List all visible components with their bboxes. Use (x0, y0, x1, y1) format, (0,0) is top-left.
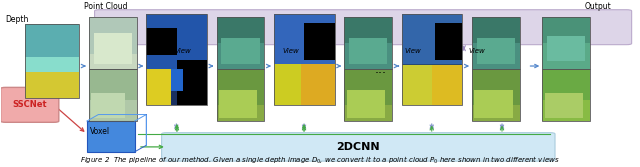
Bar (542, 18, 590, 43)
Text: Point Cloud: Point Cloud (84, 2, 128, 11)
Bar (89, 69, 137, 121)
Bar (301, 64, 335, 105)
Bar (147, 28, 177, 55)
Bar (216, 18, 264, 69)
Text: Output: Output (584, 2, 611, 11)
Bar (89, 18, 137, 69)
Bar (216, 69, 264, 106)
Text: 2DCNN: 2DCNN (337, 142, 380, 152)
Bar (89, 69, 137, 121)
Bar (305, 23, 335, 60)
Bar (472, 18, 520, 43)
Bar (344, 69, 392, 121)
Bar (89, 18, 137, 54)
Text: View: View (404, 48, 421, 54)
Bar (147, 69, 182, 91)
Bar (402, 14, 463, 105)
Bar (219, 90, 257, 118)
Bar (344, 69, 392, 121)
FancyBboxPatch shape (162, 133, 555, 161)
Bar (216, 69, 264, 121)
Bar (547, 36, 586, 61)
Bar (25, 61, 79, 98)
Bar (216, 69, 264, 121)
Bar (25, 57, 79, 72)
Text: Depth: Depth (5, 15, 28, 24)
Bar (545, 93, 583, 118)
Bar (274, 14, 335, 105)
Bar (25, 24, 79, 98)
Bar (542, 18, 590, 69)
Bar (344, 18, 392, 69)
Bar (542, 69, 590, 121)
Bar (472, 18, 520, 69)
Bar (221, 38, 260, 64)
Bar (344, 69, 392, 106)
Bar (477, 38, 515, 64)
Text: ...: ... (374, 63, 387, 76)
Text: View: View (174, 48, 191, 54)
FancyBboxPatch shape (1, 87, 59, 122)
Text: View: View (283, 48, 300, 54)
Bar (93, 33, 132, 64)
Bar (402, 14, 463, 64)
Bar (274, 64, 301, 105)
Bar (89, 69, 137, 100)
FancyBboxPatch shape (95, 10, 632, 45)
Bar (89, 18, 137, 69)
Bar (474, 90, 513, 118)
Bar (147, 14, 207, 69)
Bar (274, 14, 335, 64)
Bar (344, 18, 392, 43)
Bar (542, 69, 590, 100)
Bar (472, 69, 520, 121)
Bar (472, 18, 520, 69)
Bar (347, 90, 385, 118)
Bar (432, 65, 463, 105)
Bar (216, 18, 264, 43)
Bar (344, 18, 392, 69)
Bar (435, 23, 463, 60)
Text: DQN: DQN (349, 22, 377, 32)
Bar (402, 65, 432, 105)
Bar (349, 38, 387, 64)
Text: SSCNet: SSCNet (12, 100, 47, 109)
Bar (472, 69, 520, 106)
Bar (87, 121, 135, 152)
Bar (147, 69, 171, 105)
Bar (92, 93, 125, 118)
Bar (216, 18, 264, 69)
Text: Figure 2  The pipeline of our method. Given a single depth image $D_0$, we conve: Figure 2 The pipeline of our method. Giv… (80, 155, 560, 166)
Bar (542, 18, 590, 69)
Text: Voxel: Voxel (90, 127, 109, 136)
Bar (177, 60, 207, 105)
Bar (542, 69, 590, 121)
Text: View: View (468, 48, 485, 54)
Bar (147, 14, 207, 105)
Bar (472, 69, 520, 121)
Bar (147, 14, 207, 105)
Bar (25, 24, 79, 61)
Bar (402, 14, 463, 105)
Bar (274, 14, 335, 105)
